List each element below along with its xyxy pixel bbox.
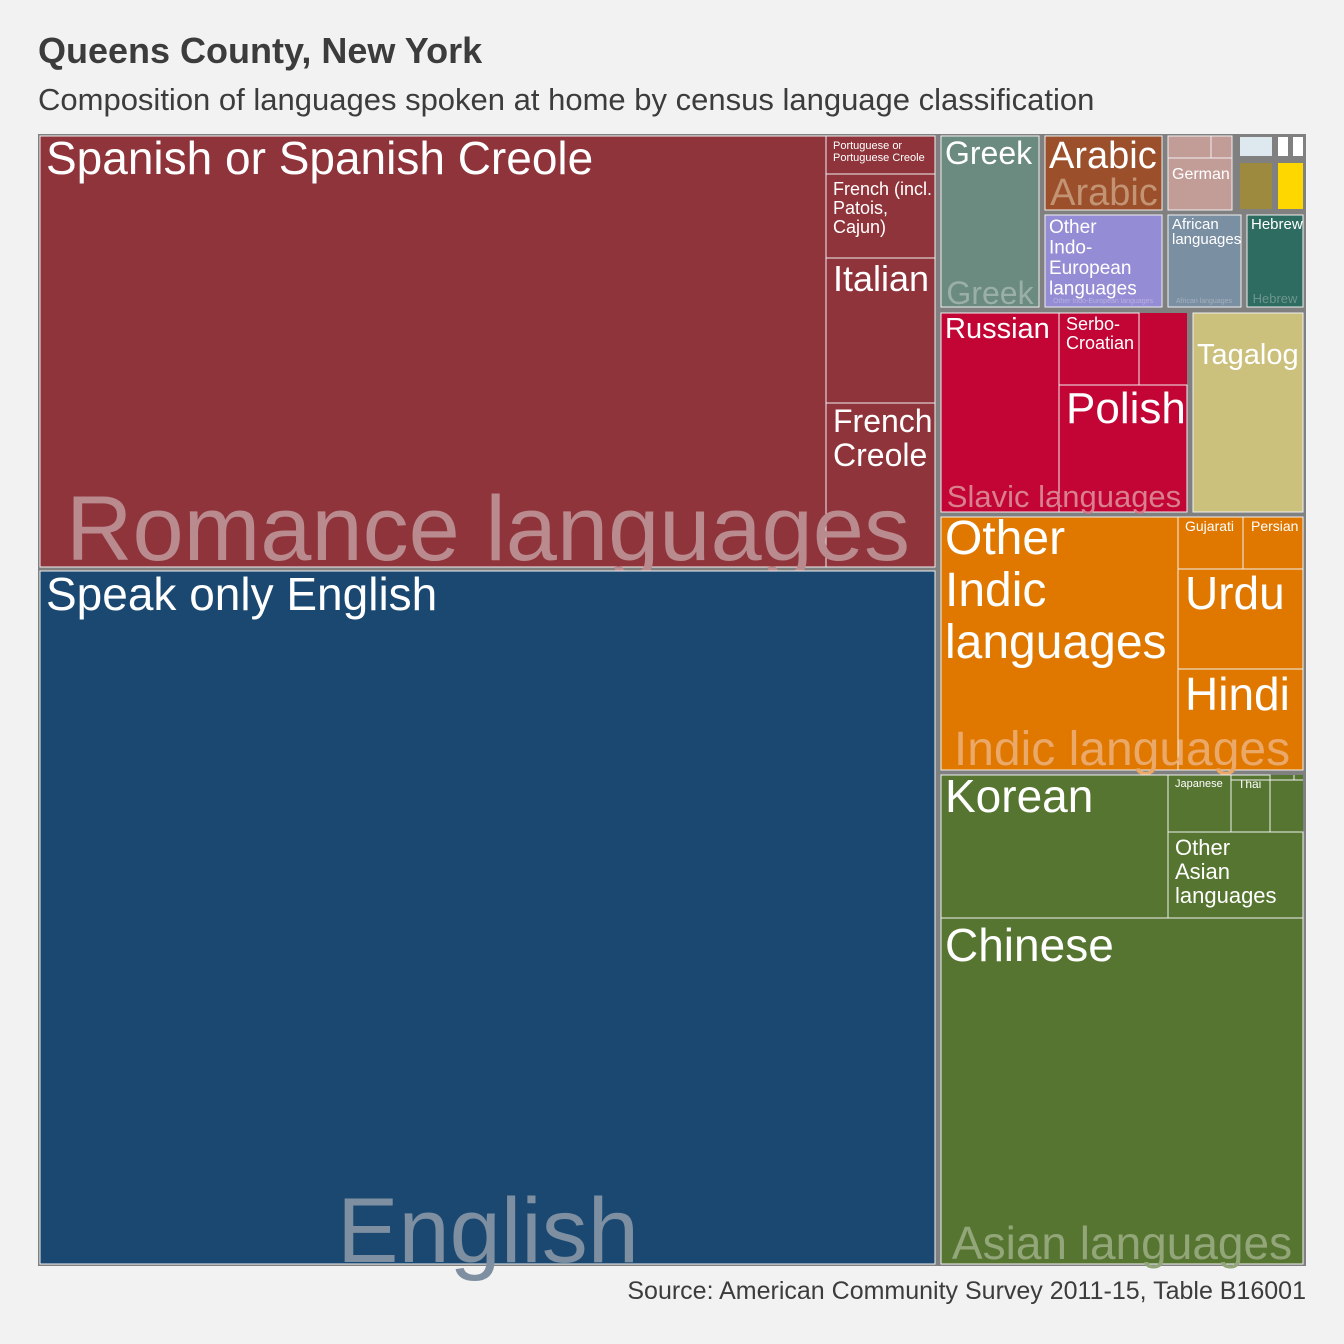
group-rect-tagalog	[1193, 313, 1303, 512]
group-english: English Speak only English	[39, 568, 936, 1282]
item-label-persian: Persian	[1251, 518, 1298, 534]
item-label-spanish-or-spanish-creole: Spanish or Spanish Creole	[46, 132, 593, 184]
group-rect-romance-languages	[40, 136, 935, 567]
group-label-indic-languages: Indic languages	[954, 723, 1290, 776]
group-rect-asian-languages	[941, 775, 1303, 1264]
tile-hindi	[1177, 668, 1304, 771]
item-label-other-indic-languages: Other Indic languages	[945, 512, 1167, 669]
group-slavic-languages: Slavic languages Russian Serbo-Croatian Pol…	[940, 312, 1188, 514]
tile-tagalog	[1192, 312, 1304, 513]
group-rect-greek	[941, 136, 1039, 307]
item-label-german: German	[1172, 166, 1230, 183]
item-label-other-asian-languages: Other Asian languages	[1175, 835, 1277, 908]
group-rect-slavic-languages	[941, 313, 1187, 512]
item-label-other-indo-european-languages: Other Indo-European languages	[1049, 217, 1137, 300]
item-label-french-creole: French Creole	[833, 403, 933, 473]
item-label-hebrew: Hebrew	[1251, 216, 1303, 233]
group-label-arabic: Arabic	[1050, 172, 1158, 214]
tile-french-creole	[825, 402, 936, 568]
group-asian-languages: Asian languages Korean Japanese Thai Other As…	[940, 770, 1304, 1269]
tile-arabic	[1044, 135, 1163, 211]
group-small-other	[1240, 137, 1272, 156]
item-label-thai: Thai	[1238, 777, 1261, 791]
tile-other-indo-european-languages	[1044, 214, 1163, 308]
group-label-english: English	[337, 1180, 639, 1282]
group-tagalog: Tagalog	[1192, 312, 1304, 513]
tile-african-languages	[1167, 214, 1242, 308]
group-label-other-indo-european-languages: Other Indo-European languages	[1053, 298, 1154, 305]
tile-german	[1167, 135, 1233, 211]
item-label-italian: Italian	[833, 258, 929, 299]
group-rect-english	[40, 571, 935, 1264]
item-label-korean: Korean	[945, 770, 1093, 822]
group-small-olive	[1240, 163, 1272, 209]
group-african-languages: African languages African languages	[1167, 214, 1242, 308]
chart-subtitle: Composition of languages spoken at home …	[38, 82, 1095, 117]
item-label-polish: Polish	[1066, 384, 1186, 433]
group-rect-small-olive	[1240, 163, 1272, 209]
tile-chinese	[940, 917, 1304, 1265]
item-label-chinese: Chinese	[945, 919, 1114, 971]
group-label-slavic-languages: Slavic languages	[947, 479, 1181, 514]
item-label-hindi: Hindi	[1185, 668, 1290, 720]
item-label-russian: Russian	[945, 313, 1050, 345]
group-rect-small-yellow	[1278, 163, 1303, 209]
group-rect-small-other	[1240, 137, 1272, 156]
chart-caption: Source: American Community Survey 2011-1…	[627, 1277, 1306, 1305]
item-label-tagalog: Tagalog	[1197, 339, 1299, 371]
group-indic-languages: Indic languages Other Indic languages Gujara…	[940, 512, 1304, 776]
group-small-yellow	[1278, 163, 1303, 209]
group-rect-arabic	[1045, 136, 1162, 210]
item-label-portuguese-or-portuguese-creole: Portuguese or Portuguese Creole	[833, 140, 925, 164]
tile-polish	[1058, 384, 1188, 513]
group-rect-small-white-1	[1278, 137, 1288, 156]
item-label-greek: Greek	[945, 135, 1033, 171]
group-hebrew: Hebrew Hebrew	[1246, 214, 1304, 308]
item-label-arabic: Arabic	[1049, 135, 1157, 177]
group-small-white-2	[1293, 137, 1303, 156]
group-label-asian-languages: Asian languages	[952, 1217, 1292, 1269]
tile-hebrew	[1246, 214, 1304, 308]
item-label-serbo-croatian: Serbo-Croatian	[1066, 314, 1134, 353]
group-label-romance-languages: Romance languages	[66, 478, 910, 580]
group-rect-african-languages	[1168, 215, 1241, 307]
group-label-hebrew: Hebrew	[1253, 291, 1298, 306]
group-rect-small-white-2	[1293, 137, 1303, 156]
group-rect-other-indo-european-languages	[1045, 215, 1162, 307]
tile-speak-only-english	[39, 570, 936, 1265]
item-label-french-incl-patois-cajun: French (incl. Patois, Cajun)	[833, 179, 932, 237]
group-greek: Greek Greek	[940, 135, 1040, 311]
group-small-white-1	[1278, 137, 1288, 156]
item-label-urdu: Urdu	[1185, 567, 1285, 619]
group-rect-hebrew	[1247, 215, 1303, 307]
item-label-gujarati: Gujarati	[1185, 518, 1234, 534]
tile-greek	[940, 135, 1040, 308]
group-romance-languages: Romance languages Spanish or Spanish Creo…	[39, 132, 936, 580]
chart-title: Queens County, New York	[38, 30, 483, 71]
item-label-african-languages: African languages	[1172, 216, 1241, 248]
item-label-speak-only-english: Speak only English	[46, 568, 437, 620]
group-rect-german	[1168, 136, 1232, 210]
group-label-african-languages: African languages	[1176, 298, 1233, 305]
item-label-japanese: Japanese	[1175, 778, 1223, 790]
group-german: German	[1167, 135, 1233, 211]
group-label-greek: Greek	[946, 275, 1034, 311]
